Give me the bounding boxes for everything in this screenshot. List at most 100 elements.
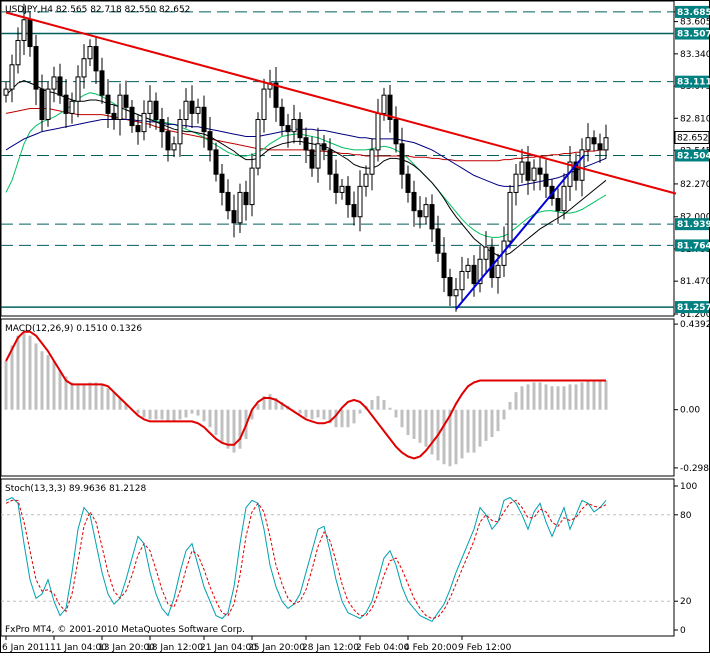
candle-body [292, 119, 296, 131]
candle-body [442, 253, 446, 277]
candle-body [76, 77, 80, 101]
candle-body [196, 107, 200, 113]
macd-histogram-bar [419, 410, 422, 443]
macd-histogram-bar [509, 402, 512, 410]
candle-body [130, 107, 134, 125]
macd-histogram-bar [347, 410, 350, 428]
x-tick-label: 2 Feb 04:00 [356, 643, 410, 653]
candle-body [304, 138, 308, 150]
macd-histogram-bar [179, 410, 182, 420]
macd-histogram-bar [95, 382, 98, 409]
macd-histogram-bar [113, 392, 116, 410]
price-y-tick-label: 83.340 [680, 50, 710, 60]
macd-histogram-bar [359, 410, 362, 414]
candle-body [400, 144, 404, 174]
candle-body [490, 247, 494, 277]
macd-histogram-bar [137, 410, 140, 414]
macd-histogram-bar [473, 410, 476, 453]
stoch-panel [1, 479, 674, 636]
macd-y-tick-label: -0.2987 [680, 464, 710, 474]
candle-body [340, 186, 344, 192]
stoch-title: Stoch(13,3,3) 89.9636 81.2128 [5, 484, 146, 494]
candle-body [316, 144, 320, 168]
x-tick-label: 25 Jan 20:00 [248, 643, 305, 653]
candle-body [64, 95, 68, 113]
level-label: 81.257 [675, 301, 710, 313]
macd-histogram-bar [491, 410, 494, 437]
macd-histogram-bar [557, 386, 560, 409]
macd-histogram-bar [71, 382, 74, 409]
ohlc-header: 82.565 82.718 82.550 82.652 [56, 5, 191, 15]
macd-histogram-bar [503, 410, 506, 420]
macd-histogram-bar [29, 336, 32, 410]
candle-body [28, 20, 32, 47]
macd-histogram-bar [173, 410, 176, 422]
candle-body [172, 144, 176, 150]
candle-body [604, 138, 608, 150]
macd-histogram-bar [311, 410, 314, 420]
macd-histogram-bar [5, 361, 8, 410]
macd-histogram-bar [413, 410, 416, 439]
macd-histogram-bar [35, 343, 38, 409]
macd-histogram-bar [515, 392, 518, 410]
candle-body [220, 174, 224, 192]
macd-histogram-bar [59, 371, 62, 410]
level-label-text: 81.939 [677, 220, 710, 230]
level-label-text: 83.685 [677, 8, 710, 18]
candle-body [190, 101, 194, 113]
candle-body [322, 144, 326, 150]
x-tick-label: 6 Jan 2011 [2, 643, 50, 653]
candle-body [352, 205, 356, 217]
level-label: 83.111 [675, 76, 710, 88]
macd-histogram-bar [341, 410, 344, 428]
candle-body [328, 150, 332, 174]
candle-body [124, 95, 128, 107]
level-label-text: 82.504 [677, 151, 710, 161]
candle-body [82, 59, 86, 77]
candle-body [46, 89, 50, 119]
candle-body [112, 113, 116, 119]
macd-histogram-bar [443, 410, 446, 465]
candle-body [586, 138, 590, 150]
candle-body [358, 186, 362, 216]
macd-histogram-bar [551, 386, 554, 409]
candle-body [520, 162, 524, 174]
level-label: 83.507 [675, 28, 710, 40]
macd-y-tick-label: 0.00 [680, 406, 700, 416]
macd-histogram-bar [479, 410, 482, 447]
candle-body [94, 47, 98, 71]
candle-body [496, 265, 500, 277]
candle-body [346, 186, 350, 204]
price-y-tick-label: 82.270 [680, 180, 710, 190]
macd-histogram-bar [41, 351, 44, 409]
macd-histogram-bar [17, 336, 20, 410]
macd-histogram-bar [335, 410, 338, 428]
macd-histogram-bar [323, 410, 326, 420]
macd-histogram-bar [203, 410, 206, 422]
candle-body [418, 211, 422, 217]
candle-body [22, 20, 26, 41]
candle-body [160, 119, 164, 131]
candle-body [436, 229, 440, 253]
macd-histogram-bar [215, 410, 218, 435]
candle-body [256, 119, 260, 168]
candle-body [232, 211, 236, 223]
macd-histogram-bar [101, 384, 104, 409]
level-label-text: 81.764 [677, 241, 710, 251]
candle-body [310, 150, 314, 168]
candle-body [88, 47, 92, 59]
macd-title: MACD(12,26,9) 0.1510 0.1326 [5, 324, 142, 334]
candle-body [184, 101, 188, 119]
macd-histogram-bar [599, 380, 602, 409]
candle-body [148, 101, 152, 113]
candle-body [556, 199, 560, 211]
stoch-y-tick-label: 0 [680, 626, 686, 636]
level-label-text: 83.111 [677, 78, 710, 88]
macd-histogram-bar [389, 408, 392, 410]
candle-body [202, 107, 206, 131]
macd-histogram-bar [485, 410, 488, 441]
candle-body [100, 71, 104, 95]
level-label-text: 83.507 [677, 30, 710, 40]
level-label: 83.685 [675, 6, 710, 18]
